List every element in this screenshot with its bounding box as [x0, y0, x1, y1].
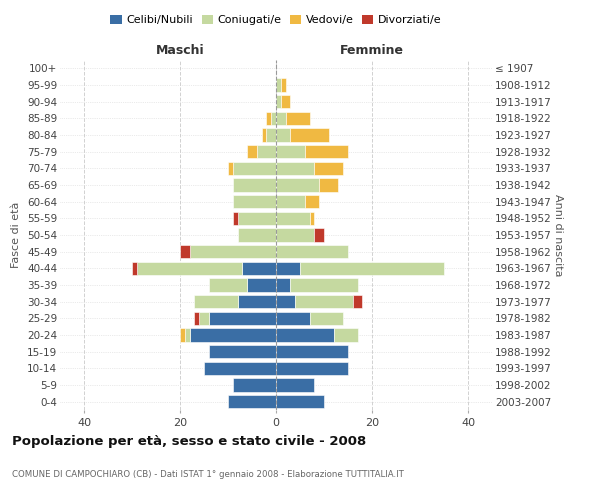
Bar — [276, 245, 348, 258]
Bar — [194, 295, 238, 308]
Bar — [276, 295, 295, 308]
Bar — [242, 262, 276, 275]
Bar — [276, 262, 300, 275]
Bar — [180, 245, 190, 258]
Bar — [238, 295, 276, 308]
Bar — [305, 145, 348, 158]
Bar — [276, 395, 324, 408]
Bar — [190, 245, 276, 258]
Bar — [137, 262, 242, 275]
Bar — [290, 278, 358, 291]
Bar — [233, 378, 276, 392]
Bar — [276, 362, 348, 375]
Bar — [266, 128, 276, 141]
Bar — [290, 128, 329, 141]
Bar — [233, 195, 276, 208]
Y-axis label: Fasce di età: Fasce di età — [11, 202, 22, 268]
Bar — [190, 328, 276, 342]
Y-axis label: Anni di nascita: Anni di nascita — [553, 194, 563, 276]
Bar — [266, 112, 271, 125]
Text: Femmine: Femmine — [340, 44, 404, 57]
Bar — [262, 128, 266, 141]
Bar — [247, 145, 257, 158]
Text: Maschi: Maschi — [155, 44, 205, 57]
Bar — [310, 212, 314, 225]
Bar — [271, 112, 276, 125]
Bar — [276, 312, 310, 325]
Bar — [353, 295, 362, 308]
Bar — [276, 162, 314, 175]
Bar — [247, 278, 276, 291]
Bar — [233, 212, 238, 225]
Bar — [281, 95, 290, 108]
Bar — [314, 228, 324, 241]
Bar — [276, 378, 314, 392]
Bar — [276, 145, 305, 158]
Bar — [199, 312, 209, 325]
Bar — [276, 212, 310, 225]
Legend: Celibi/Nubili, Coniugati/e, Vedovi/e, Divorziati/e: Celibi/Nubili, Coniugati/e, Vedovi/e, Di… — [106, 10, 446, 30]
Bar — [238, 228, 276, 241]
Bar — [314, 162, 343, 175]
Bar — [281, 78, 286, 92]
Bar — [305, 195, 319, 208]
Bar — [204, 362, 276, 375]
Bar — [228, 395, 276, 408]
Bar — [194, 312, 199, 325]
Bar — [276, 228, 314, 241]
Bar — [276, 112, 286, 125]
Bar — [276, 195, 305, 208]
Bar — [276, 78, 281, 92]
Bar — [276, 178, 319, 192]
Bar — [334, 328, 358, 342]
Bar — [276, 278, 290, 291]
Bar — [180, 328, 185, 342]
Bar — [185, 328, 190, 342]
Bar — [209, 345, 276, 358]
Text: Popolazione per età, sesso e stato civile - 2008: Popolazione per età, sesso e stato civil… — [12, 435, 366, 448]
Bar — [276, 128, 290, 141]
Bar — [300, 262, 444, 275]
Bar — [295, 295, 353, 308]
Text: COMUNE DI CAMPOCHIARO (CB) - Dati ISTAT 1° gennaio 2008 - Elaborazione TUTTITALI: COMUNE DI CAMPOCHIARO (CB) - Dati ISTAT … — [12, 470, 404, 479]
Bar — [276, 95, 281, 108]
Bar — [276, 328, 334, 342]
Bar — [132, 262, 137, 275]
Bar — [310, 312, 343, 325]
Bar — [233, 178, 276, 192]
Bar — [209, 312, 276, 325]
Bar — [276, 345, 348, 358]
Bar — [319, 178, 338, 192]
Bar — [233, 162, 276, 175]
Bar — [238, 212, 276, 225]
Bar — [209, 278, 247, 291]
Bar — [228, 162, 233, 175]
Bar — [257, 145, 276, 158]
Bar — [286, 112, 310, 125]
